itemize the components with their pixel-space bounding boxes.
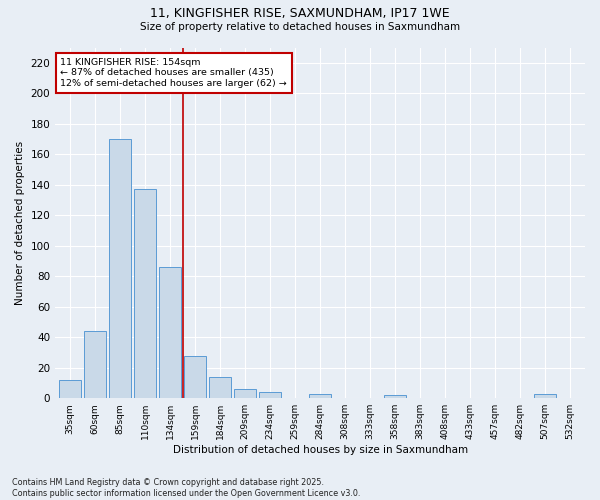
Text: Contains HM Land Registry data © Crown copyright and database right 2025.
Contai: Contains HM Land Registry data © Crown c… bbox=[12, 478, 361, 498]
Bar bbox=[134, 190, 157, 398]
Bar bbox=[384, 395, 406, 398]
Text: 11 KINGFISHER RISE: 154sqm
← 87% of detached houses are smaller (435)
12% of sem: 11 KINGFISHER RISE: 154sqm ← 87% of deta… bbox=[61, 58, 287, 88]
Bar bbox=[109, 139, 131, 398]
Text: 11, KINGFISHER RISE, SAXMUNDHAM, IP17 1WE: 11, KINGFISHER RISE, SAXMUNDHAM, IP17 1W… bbox=[150, 8, 450, 20]
Bar bbox=[534, 394, 556, 398]
Text: Size of property relative to detached houses in Saxmundham: Size of property relative to detached ho… bbox=[140, 22, 460, 32]
Y-axis label: Number of detached properties: Number of detached properties bbox=[15, 141, 25, 305]
Bar bbox=[309, 394, 331, 398]
Bar bbox=[84, 331, 106, 398]
Bar bbox=[209, 377, 232, 398]
X-axis label: Distribution of detached houses by size in Saxmundham: Distribution of detached houses by size … bbox=[173, 445, 467, 455]
Bar bbox=[184, 356, 206, 398]
Bar bbox=[234, 389, 256, 398]
Bar bbox=[259, 392, 281, 398]
Bar bbox=[159, 267, 181, 398]
Bar bbox=[59, 380, 82, 398]
